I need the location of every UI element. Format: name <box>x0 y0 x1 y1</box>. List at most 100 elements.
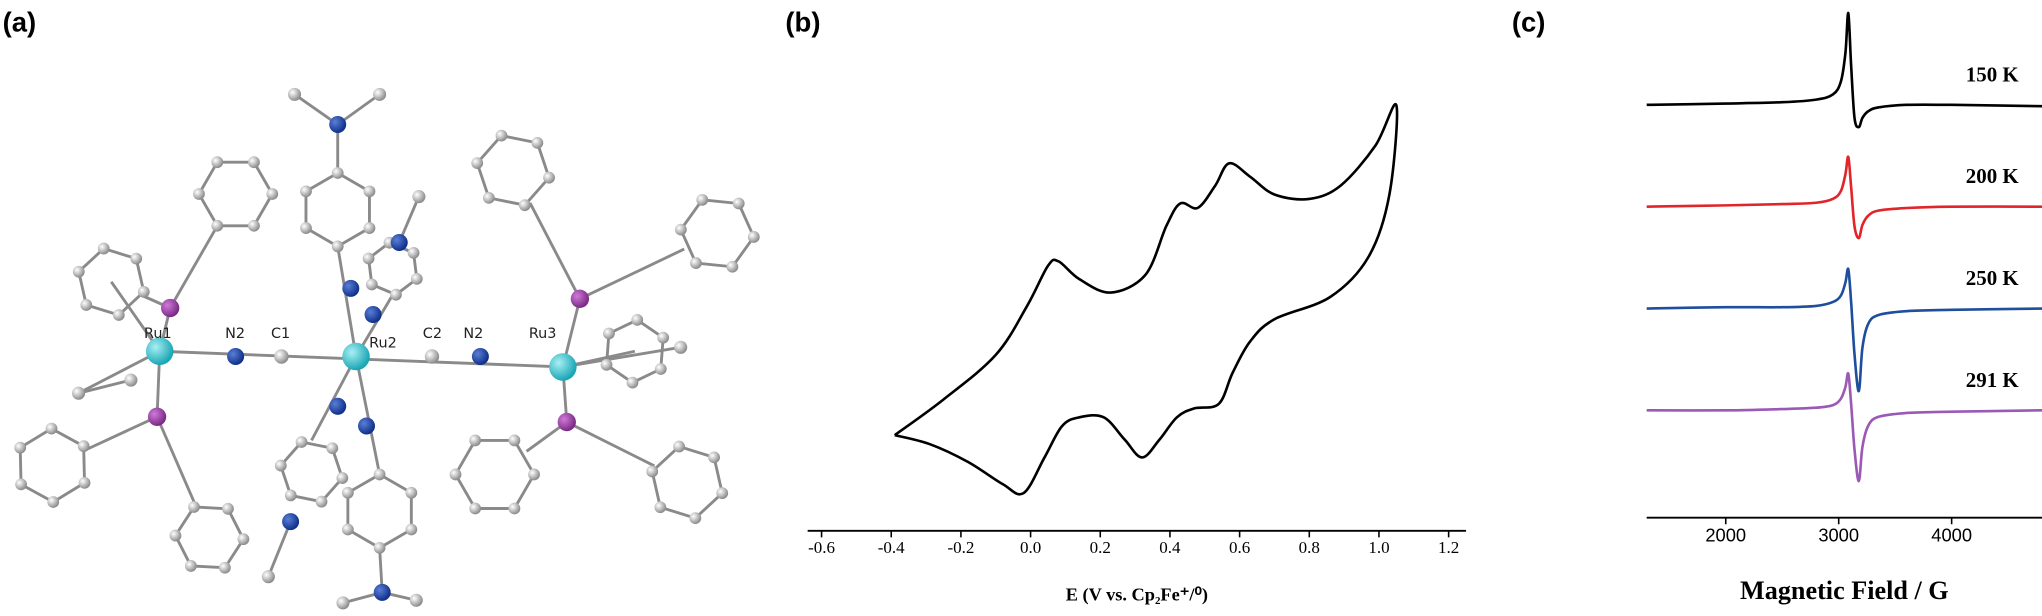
bond <box>679 229 698 264</box>
series-label: 291 K <box>1966 368 2020 392</box>
atom <box>329 115 347 134</box>
atom <box>373 583 391 601</box>
atom <box>646 465 659 478</box>
atom <box>690 257 702 269</box>
atom <box>549 353 577 381</box>
atom <box>689 512 702 524</box>
x-axis-title: Magnetic Field / G <box>1740 576 1949 605</box>
bond <box>252 161 274 195</box>
atom <box>112 309 125 321</box>
x-tick-label: 3000 <box>1818 524 1859 545</box>
atom <box>732 197 745 210</box>
atom <box>405 523 418 536</box>
x-tick-label: -0.2 <box>947 538 974 557</box>
series-label: 200 K <box>1966 164 2020 188</box>
data-line <box>1646 371 2042 483</box>
atom <box>80 299 93 311</box>
atom <box>274 349 289 364</box>
bond <box>336 246 358 357</box>
atom <box>47 496 60 508</box>
atom <box>266 188 279 200</box>
atom <box>284 489 297 502</box>
bond <box>336 171 371 193</box>
atom <box>248 156 260 169</box>
atom <box>237 533 250 546</box>
atom <box>300 222 312 234</box>
atom <box>184 560 197 572</box>
atom <box>482 191 495 204</box>
atom <box>449 468 462 481</box>
atom <box>97 242 110 255</box>
atom <box>716 487 729 500</box>
atom <box>390 288 402 301</box>
atom <box>329 397 347 415</box>
atom <box>274 459 287 472</box>
atom <box>14 441 27 454</box>
atom <box>469 502 482 515</box>
atom <box>358 417 376 435</box>
series-label: 250 K <box>1966 266 2020 290</box>
atom <box>373 468 386 481</box>
bond <box>528 202 582 300</box>
atom <box>410 272 423 285</box>
atom <box>409 593 423 607</box>
atom <box>528 468 540 481</box>
bond <box>536 142 551 179</box>
atom <box>161 298 180 318</box>
bond <box>347 473 381 495</box>
atom <box>363 185 376 198</box>
series-label: 150 K <box>1966 62 2020 86</box>
bond <box>454 473 477 510</box>
atom <box>363 222 376 234</box>
atom-label: C2 <box>423 326 442 342</box>
bond <box>197 161 219 195</box>
bond <box>678 445 715 459</box>
atom <box>603 327 615 340</box>
bond <box>562 345 681 369</box>
data-line <box>1646 267 2042 393</box>
atom <box>390 233 408 251</box>
bond <box>77 349 161 395</box>
bond <box>454 439 477 476</box>
atom <box>326 442 339 455</box>
atom <box>342 342 370 371</box>
atom <box>145 337 174 366</box>
bond <box>488 196 526 207</box>
atom <box>300 185 312 198</box>
bond <box>18 447 23 485</box>
bond <box>694 492 724 520</box>
atom <box>557 412 576 432</box>
bond <box>82 446 86 483</box>
bond <box>513 473 536 510</box>
atom <box>261 570 275 584</box>
atom <box>412 190 426 204</box>
atom <box>341 486 354 499</box>
atom <box>342 279 360 297</box>
bond <box>354 356 382 475</box>
bond <box>476 134 503 165</box>
bond <box>378 528 413 550</box>
bond <box>168 225 219 309</box>
atom <box>657 331 670 344</box>
bond <box>336 226 371 248</box>
bond <box>197 193 219 227</box>
bond <box>566 420 656 468</box>
atom <box>708 451 720 464</box>
x-tick-label: 0.8 <box>1299 538 1320 557</box>
atom <box>336 596 350 610</box>
bond <box>20 483 54 504</box>
x-tick-label: 4000 <box>1931 524 1972 545</box>
atom <box>211 156 224 169</box>
atom <box>287 87 302 101</box>
x-tick-label: 0.2 <box>1090 538 1111 557</box>
bond <box>78 378 132 395</box>
atom <box>600 358 613 371</box>
bond <box>252 193 274 227</box>
atom <box>137 285 150 298</box>
bond <box>651 445 681 473</box>
panel-label: (a) <box>3 6 37 37</box>
bond <box>347 528 381 550</box>
panel-label: (b) <box>785 6 820 37</box>
bond <box>305 171 339 193</box>
